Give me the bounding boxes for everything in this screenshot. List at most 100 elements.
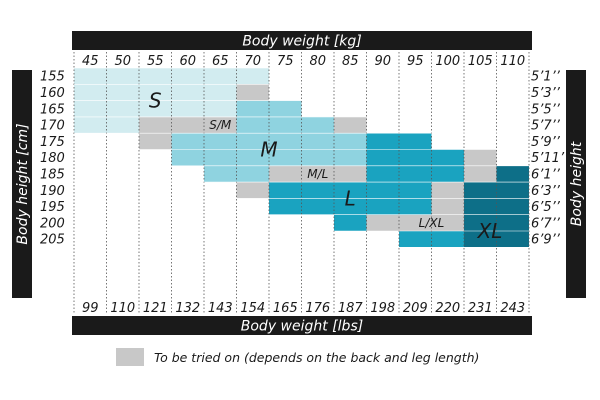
cell-tried xyxy=(139,116,172,134)
cell-S xyxy=(204,100,237,117)
cell-L xyxy=(269,198,302,215)
cell-XL xyxy=(496,182,529,199)
lbs-tick-label: 110 xyxy=(110,301,135,316)
kg-tick-label: 110 xyxy=(500,54,525,69)
kg-tick-label: 45 xyxy=(82,54,99,69)
kg-tick-label: 55 xyxy=(147,54,164,69)
cell-L xyxy=(301,198,334,215)
cell-XL xyxy=(496,214,529,231)
cell-L xyxy=(366,133,399,150)
cell-tried xyxy=(171,116,204,134)
lbs-tick-label: 243 xyxy=(500,301,525,316)
cell-S xyxy=(171,68,204,85)
cell-L xyxy=(399,165,432,183)
size-region-label: M/L xyxy=(307,167,328,181)
ft-tick-label: 5’3’’ xyxy=(531,86,561,101)
ft-tick-label: 5’7’’ xyxy=(531,119,561,134)
cell-M xyxy=(334,133,367,150)
cell-L xyxy=(399,198,432,215)
cell-XL xyxy=(464,182,497,199)
plot-area: 45 50 55 60 65 70 75 80 85 90 95 100 105 110 99 110 121 1… xyxy=(40,52,569,316)
cell-S xyxy=(171,100,204,117)
right-title-bar xyxy=(566,70,586,298)
ft-tick-label: 6’3’’ xyxy=(531,184,561,199)
cm-tick-label: 155 xyxy=(40,70,65,85)
ft-tick-label: 5’9’’ xyxy=(531,135,561,150)
lbs-tick-label: 198 xyxy=(370,301,395,316)
cell-tried xyxy=(431,182,464,199)
cell-L xyxy=(399,231,432,248)
cell-tried xyxy=(334,116,367,134)
size-region-label: XL xyxy=(477,219,503,243)
kg-tick-label: 80 xyxy=(309,54,326,69)
cell-S xyxy=(204,84,237,101)
cell-XL xyxy=(464,198,497,215)
cell-L xyxy=(334,198,367,215)
kg-tick-label: 60 xyxy=(179,54,196,69)
cell-L xyxy=(301,182,334,199)
cm-tick-label: 195 xyxy=(40,200,65,215)
ft-tick-label: 6’5’’ xyxy=(531,200,561,215)
cell-M xyxy=(301,149,334,166)
cell-L xyxy=(366,182,399,199)
left-title: Body height [cm] xyxy=(15,123,31,244)
cell-M xyxy=(301,133,334,150)
cell-M xyxy=(269,116,302,134)
cell-tried xyxy=(301,165,334,183)
kg-tick-label: 50 xyxy=(114,54,131,69)
cell-L xyxy=(366,165,399,183)
cm-tick-label: 160 xyxy=(40,86,65,101)
kg-tick-label: 75 xyxy=(277,54,294,69)
cell-S xyxy=(74,100,107,117)
lbs-tick-label: 165 xyxy=(273,301,298,316)
ft-tick-label: 6’7’’ xyxy=(531,216,561,231)
left-title-bar xyxy=(12,70,32,298)
cell-tried xyxy=(464,149,497,166)
cell-tried xyxy=(236,182,269,199)
bottom-title: Body weight [lbs] xyxy=(241,319,363,335)
cell-M xyxy=(204,149,237,166)
cm-tick-label: 190 xyxy=(40,184,65,199)
cell-tried xyxy=(399,214,432,231)
size-region-label: L xyxy=(345,186,356,210)
cm-tick-label: 170 xyxy=(40,119,65,134)
lbs-tick-label: 231 xyxy=(468,301,493,316)
cm-tick-label: 175 xyxy=(40,135,65,150)
lbs-tick-label: 220 xyxy=(435,301,460,316)
cell-S xyxy=(171,84,204,101)
cell-M xyxy=(171,133,204,150)
kg-tick-label: 90 xyxy=(374,54,391,69)
cell-M xyxy=(204,165,237,183)
cm-tick-label: 180 xyxy=(40,151,65,166)
cell-M xyxy=(236,165,269,183)
legend: To be tried on (depends on the back and … xyxy=(116,348,479,366)
kg-tick-label: 70 xyxy=(244,54,261,69)
size-region-label: M xyxy=(260,138,277,162)
kg-tick-label: 100 xyxy=(435,54,460,69)
size-region-label: S xyxy=(149,89,162,113)
cm-tick-label: 200 xyxy=(40,216,65,231)
lbs-tick-label: 121 xyxy=(143,301,168,316)
cell-tried xyxy=(431,198,464,215)
cell-XL xyxy=(496,231,529,248)
cell-tried xyxy=(139,133,172,150)
ft-tick-label: 6’1’’ xyxy=(531,167,561,182)
cell-S xyxy=(236,68,269,85)
cell-S xyxy=(74,84,107,101)
cell-L xyxy=(334,182,367,199)
legend-swatch xyxy=(116,348,144,366)
lbs-tick-label: 209 xyxy=(403,301,428,316)
cell-S xyxy=(74,68,107,85)
ft-tick-label: 6’9’’ xyxy=(531,233,561,248)
cell-tried xyxy=(334,165,367,183)
cell-L xyxy=(269,182,302,199)
cell-tried xyxy=(269,165,302,183)
cell-XL xyxy=(464,231,497,248)
cell-L xyxy=(431,231,464,248)
cell-L xyxy=(399,182,432,199)
kg-tick-label: 65 xyxy=(212,54,229,69)
cell-M xyxy=(171,149,204,166)
top-title: Body weight [kg] xyxy=(242,34,361,50)
lbs-tick-label: 132 xyxy=(175,301,200,316)
